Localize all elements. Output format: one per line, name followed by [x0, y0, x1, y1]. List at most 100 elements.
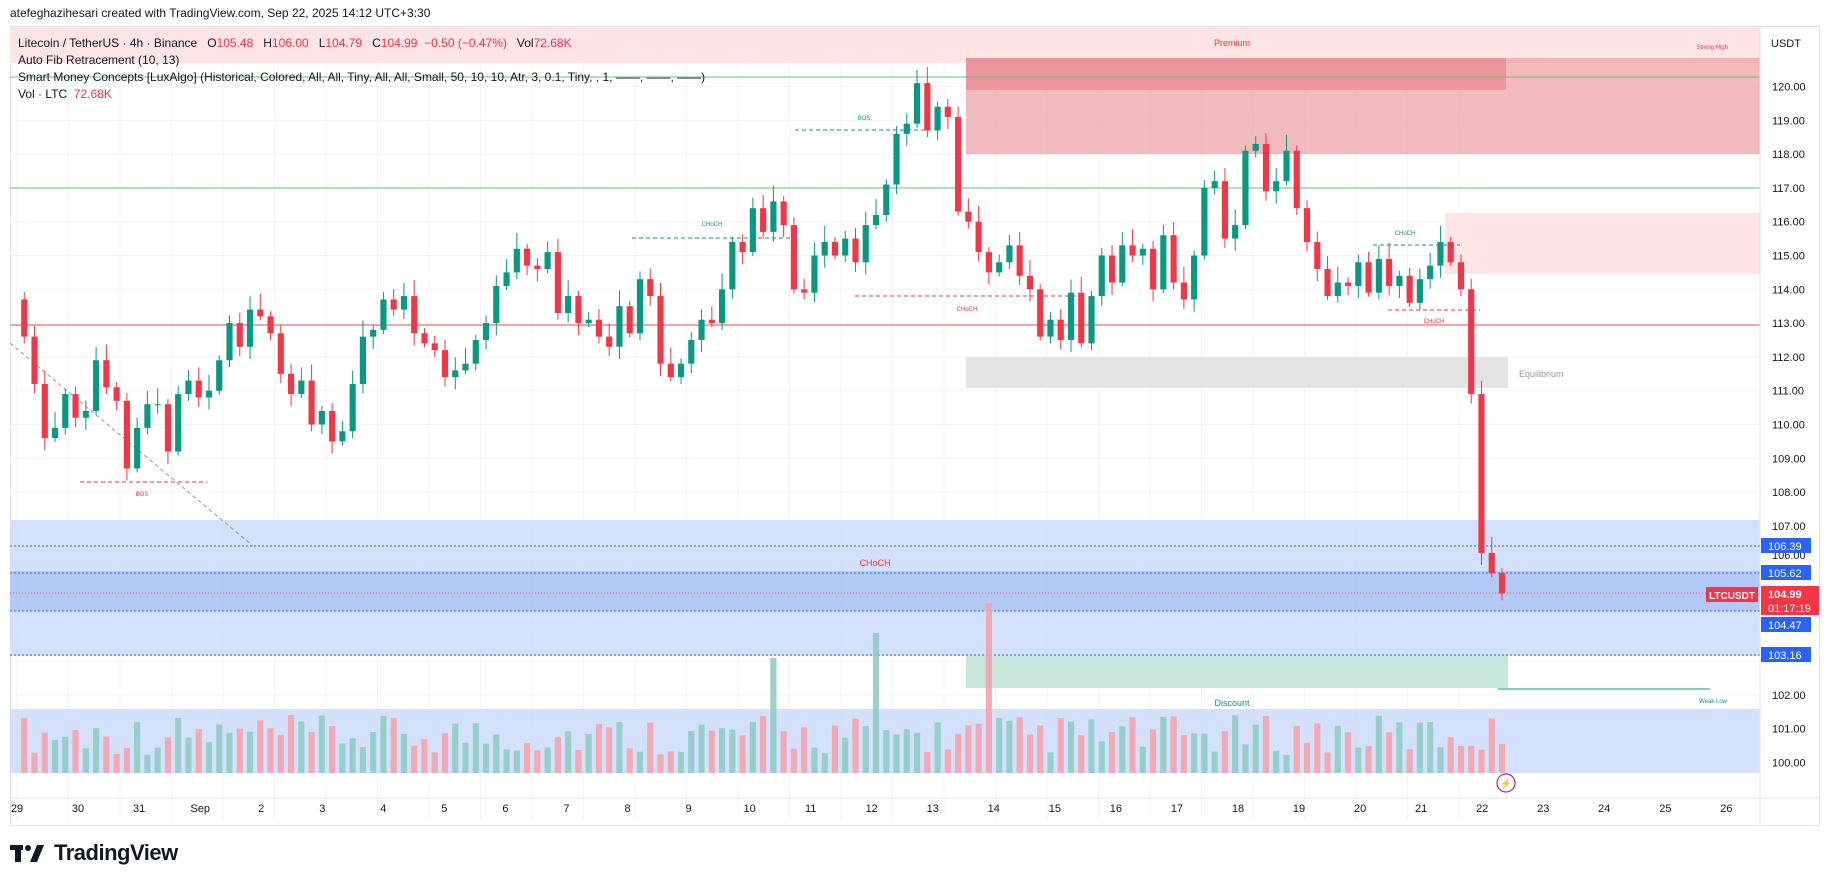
candle-body [749, 208, 756, 253]
volume-bar [739, 735, 746, 773]
candle-body [1016, 245, 1023, 276]
time-axis-tick: 11 [805, 803, 816, 815]
volume-bar [1468, 745, 1475, 773]
volume-bar [1375, 715, 1382, 773]
candle-body [1047, 319, 1054, 337]
candle-body [708, 319, 715, 324]
candle-body [1344, 282, 1352, 286]
candle-body [185, 380, 192, 395]
candle-body [534, 265, 541, 270]
candle-body [903, 123, 910, 134]
time-axis-tick: 9 [685, 803, 691, 815]
chart-pane[interactable] [10, 26, 1820, 826]
candle-body [441, 350, 449, 378]
candle-body [1088, 296, 1095, 344]
chart-canvas[interactable]: Premium Strong High Equilibrium Discount Wea… [0, 0, 1835, 830]
tradingview-wordmark: TradingView [54, 840, 178, 865]
candle-body [1488, 552, 1495, 574]
tradingview-logo-icon [10, 845, 44, 862]
time-axis-tick: 21 [1415, 803, 1427, 815]
candle-body [780, 201, 787, 226]
candle-body [1078, 292, 1085, 344]
candle-body [595, 319, 603, 337]
candle-body [934, 106, 941, 131]
volume-bar [1067, 721, 1075, 773]
volume-bar [1437, 747, 1444, 773]
time-axis-tick: 31 [133, 803, 145, 815]
choch-label: CHoCH [702, 222, 723, 228]
volume-bar [913, 732, 921, 773]
candle-body [1468, 289, 1475, 395]
volume-bar [903, 729, 910, 773]
volume-bar [51, 740, 59, 773]
time-axis-tick: 6 [502, 803, 508, 815]
time-axis-tick: 30 [72, 803, 84, 815]
candle-body [462, 363, 469, 371]
volume-bar [1088, 719, 1095, 773]
candle-body [1180, 282, 1187, 300]
volume-bar [257, 720, 264, 773]
volume-bar [1160, 716, 1167, 773]
candle-body [1334, 282, 1341, 297]
candle-body [565, 296, 572, 313]
time-axis-tick: 17 [1171, 803, 1183, 815]
candle-body [1365, 262, 1372, 293]
volume-bar [1201, 733, 1208, 773]
price-tag-text: 106.39 [1768, 541, 1802, 553]
candle-body [770, 201, 777, 232]
symbol-legend[interactable]: Litecoin / TetherUS · 4h · Binance O105.… [18, 36, 572, 50]
volume-bar [524, 742, 531, 773]
candle-body [821, 241, 828, 256]
indicator-fib-legend[interactable]: Auto Fib Retracement (10, 13) [18, 53, 180, 67]
lightning-icon-glyph: ⚡ [1500, 777, 1512, 790]
time-axis-tick: 22 [1476, 803, 1488, 815]
candle-body [400, 296, 408, 310]
volume-bar [575, 749, 582, 773]
equilibrium-zone [966, 357, 1508, 388]
order-block-premium-core [966, 58, 1506, 90]
candle-body [1170, 235, 1177, 283]
volume-bar [154, 747, 161, 773]
volume-bar [585, 733, 592, 773]
volume-bar [1221, 731, 1229, 773]
candle-body [1191, 255, 1198, 300]
choch-label: CHoCH [859, 558, 890, 568]
price-axis-tick: 109.00 [1772, 453, 1806, 465]
volume-indicator-legend[interactable]: Vol · LTC 72.68K [18, 87, 112, 101]
volume-bar [1416, 722, 1423, 773]
symbol-title[interactable]: Litecoin / TetherUS · 4h · Binance [18, 36, 198, 50]
volume-bar [267, 728, 274, 773]
candle-body [1447, 241, 1454, 263]
volume-bar [1406, 749, 1413, 773]
candle-body [842, 238, 849, 256]
candle-body [370, 329, 377, 337]
price-tag-text: 103.16 [1768, 650, 1802, 662]
candle-body [1314, 241, 1321, 270]
volume-bar [749, 721, 756, 773]
volume-bar [164, 737, 172, 773]
volume-bar [1447, 737, 1454, 773]
candle-body [144, 404, 151, 428]
low-value: 104.79 [325, 36, 363, 50]
time-axis-tick: Sep [190, 803, 210, 815]
candle-body [667, 363, 674, 378]
volume-bar [965, 725, 972, 773]
volume-bar [924, 752, 931, 773]
time-axis-tick: 10 [743, 803, 755, 815]
volume-bar [534, 750, 541, 773]
candle-body [318, 410, 325, 425]
volume-bar [390, 718, 397, 773]
discount-zone [966, 655, 1508, 688]
volume-bar [82, 748, 89, 773]
indicator-smc-legend[interactable]: Smart Money Concepts [LuxAlgo] (Historic… [18, 70, 706, 84]
candle-body [883, 184, 890, 215]
candle-body [1303, 208, 1311, 242]
volume-bar [195, 729, 202, 773]
candle-body [1108, 255, 1116, 283]
volume-bar [831, 725, 839, 773]
bar-countdown-text: 01:17:19 [1768, 603, 1811, 615]
candle-body [154, 404, 161, 406]
candle-body [1457, 262, 1465, 290]
time-axis-tick: 25 [1659, 803, 1671, 815]
candle-body [205, 390, 213, 398]
